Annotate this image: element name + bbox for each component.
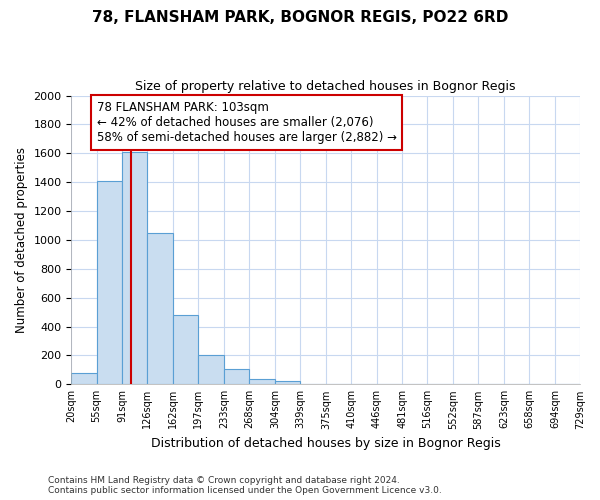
Bar <box>250 380 275 384</box>
Bar <box>173 315 199 384</box>
Text: 78, FLANSHAM PARK, BOGNOR REGIS, PO22 6RD: 78, FLANSHAM PARK, BOGNOR REGIS, PO22 6R… <box>92 10 508 25</box>
Bar <box>71 373 97 384</box>
Bar <box>224 369 250 384</box>
Title: Size of property relative to detached houses in Bognor Regis: Size of property relative to detached ho… <box>136 80 516 93</box>
Bar <box>199 356 224 384</box>
X-axis label: Distribution of detached houses by size in Bognor Regis: Distribution of detached houses by size … <box>151 437 500 450</box>
Bar <box>148 232 173 384</box>
Text: Contains HM Land Registry data © Crown copyright and database right 2024.
Contai: Contains HM Land Registry data © Crown c… <box>48 476 442 495</box>
Bar <box>122 152 148 384</box>
Bar <box>97 180 122 384</box>
Bar <box>275 382 300 384</box>
Y-axis label: Number of detached properties: Number of detached properties <box>15 147 28 333</box>
Text: 78 FLANSHAM PARK: 103sqm
← 42% of detached houses are smaller (2,076)
58% of sem: 78 FLANSHAM PARK: 103sqm ← 42% of detach… <box>97 102 397 144</box>
